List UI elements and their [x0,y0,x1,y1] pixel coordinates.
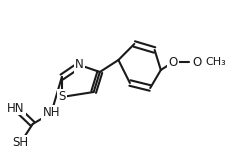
Text: HN: HN [7,102,25,114]
Text: O: O [169,55,178,69]
Text: NH: NH [43,106,60,120]
Text: HN: HN [7,102,25,114]
Text: O: O [169,55,178,69]
Text: N: N [75,59,84,72]
Text: NH: NH [43,106,60,120]
Text: SH: SH [12,136,28,150]
Text: S: S [58,91,65,103]
Text: SH: SH [12,136,28,150]
Text: CH₃: CH₃ [205,57,225,67]
Text: S: S [58,91,65,103]
Text: N: N [75,59,84,72]
Text: O: O [192,55,202,69]
